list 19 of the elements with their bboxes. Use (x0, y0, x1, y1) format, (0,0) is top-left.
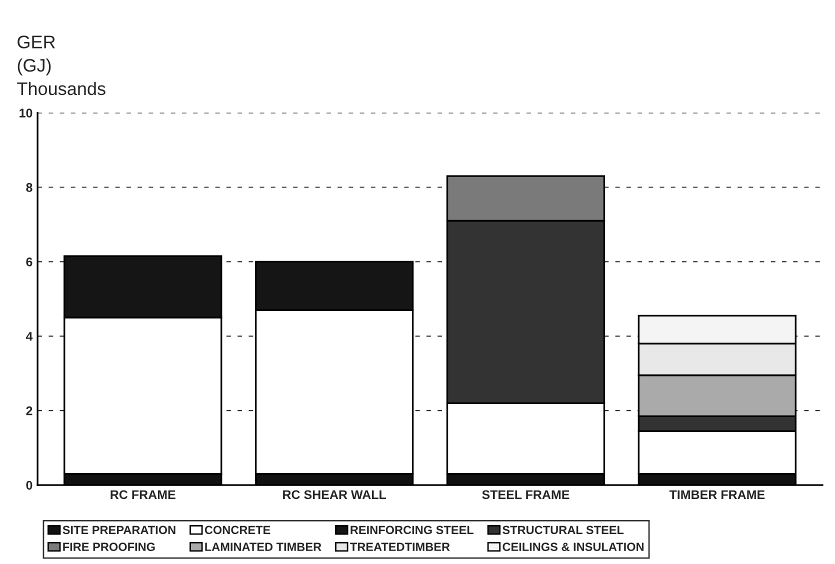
y-tick-label: 6 (26, 257, 32, 266)
legend-label: REINFORCING STEEL (350, 526, 474, 534)
x-tick-label: TIMBER FRAME (669, 490, 765, 499)
x-tick-label: STEEL FRAME (482, 490, 570, 500)
y-tick-label: 0 (26, 480, 32, 490)
legend-label: CEILINGS & INSULATION (502, 542, 644, 552)
legend-label: CONCRETE (204, 526, 270, 534)
legend-label: FIRE PROOFING (63, 542, 155, 552)
y-tick-label: 8 (26, 183, 32, 192)
y-tick-label: 2 (26, 406, 32, 416)
y-tick-label: 10 (20, 108, 32, 118)
legend-label: LAMINATED TIMBER (205, 542, 322, 551)
legend-label: SITE PREPARATION (62, 526, 176, 534)
legend-label: TREATEDTIMBER (350, 542, 450, 551)
x-tick-label: RC FRAME (110, 490, 176, 500)
x-tick-label: RC SHEAR WALL (283, 490, 386, 500)
y-axis-title: GER (GJ) Thousands (17, 36, 106, 96)
y-tick-label: 4 (26, 332, 33, 341)
legend-label: STRUCTURAL STEEL (502, 526, 624, 534)
